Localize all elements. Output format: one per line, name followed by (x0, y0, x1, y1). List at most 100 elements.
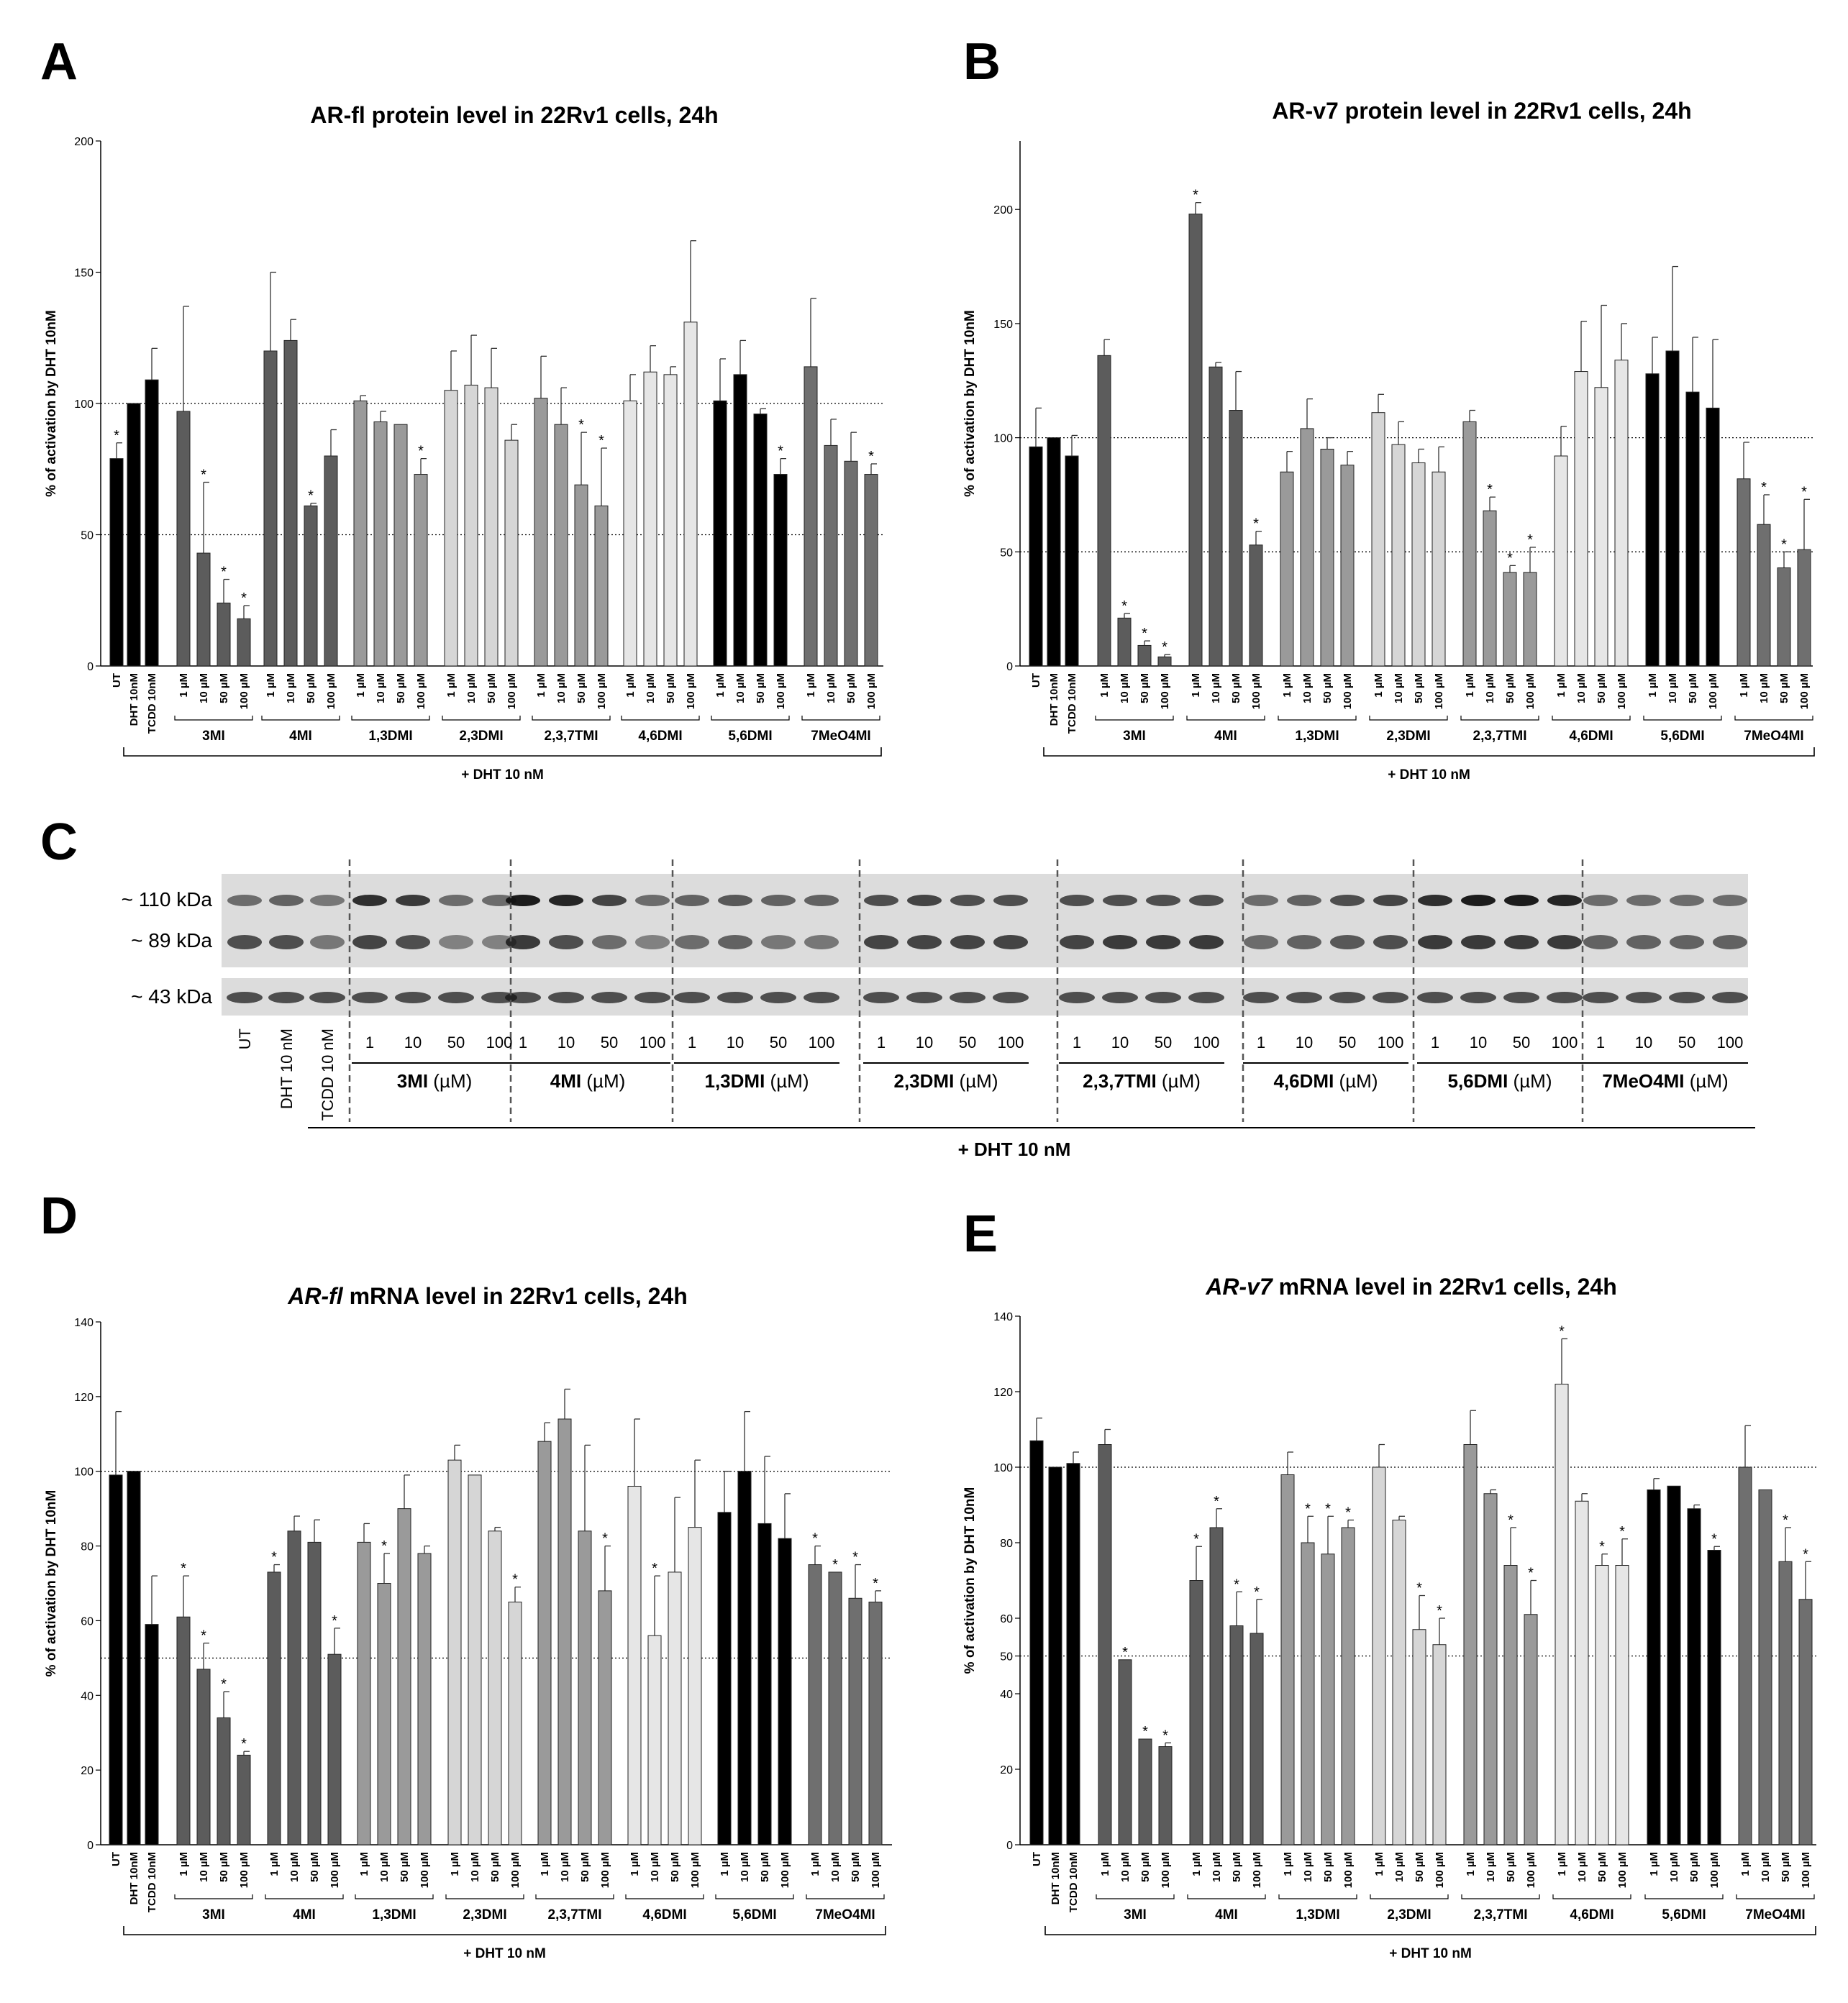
bar-4,6DMI (663, 374, 678, 667)
bar-4,6DMI (627, 1485, 642, 1845)
x-category-label: 10 µM (1760, 1852, 1772, 1882)
x-category-label: 50 µM (665, 673, 677, 703)
x-category-label: 50 µM (1596, 673, 1608, 703)
x-category-label: 1 µM (629, 1852, 641, 1876)
significance-star: * (578, 417, 584, 433)
significance-star: * (512, 1572, 518, 1588)
band-110kda (1583, 895, 1618, 906)
bar-7MeO4MI (864, 474, 878, 667)
group-label: 2,3,7TMI (1473, 729, 1527, 744)
band-89kda (993, 935, 1028, 949)
x-category-label: 1 µM (358, 1852, 370, 1876)
significance-star: * (1121, 598, 1127, 614)
band-43kda (1243, 992, 1279, 1003)
bar-control (1065, 455, 1079, 667)
band-110kda (439, 895, 473, 906)
bar-3MI (1117, 617, 1132, 667)
band-89kda (1287, 935, 1321, 949)
y-tick-label: 50 (1000, 1651, 1013, 1664)
dht-bracket-label: + DHT 10 nM (463, 1946, 546, 1961)
bar-4MI (307, 1541, 322, 1845)
band-89kda (718, 935, 752, 949)
y-tick-label: 140 (993, 1311, 1013, 1323)
x-category-label: UT (1030, 673, 1042, 688)
x-category-label: 100 µM (1160, 1852, 1172, 1888)
group-label: 5,6DMI (1662, 1907, 1706, 1922)
bar-5,6DMI (1685, 391, 1700, 667)
band-43kda (227, 992, 263, 1003)
bar-2,3DMI (464, 384, 478, 667)
bar-1,3DMI (417, 1553, 432, 1845)
compound-name: 7MeO4MI (1602, 1070, 1684, 1092)
x-category-label: 50 µM (218, 673, 230, 703)
band-43kda (309, 992, 345, 1003)
unit: (µM) (1157, 1070, 1201, 1092)
band-110kda (1670, 895, 1704, 906)
y-tick-label: 120 (993, 1387, 1013, 1399)
significance-star: * (418, 444, 424, 460)
bar-7MeO4MI (868, 1601, 883, 1845)
dose-label: 50 (447, 1034, 465, 1051)
group-bracket (1095, 716, 1174, 721)
band-110kda (310, 895, 345, 906)
x-category-label: 1 µM (1282, 1852, 1294, 1876)
bar-2,3,7TMI (554, 424, 568, 667)
band-110kda (227, 895, 262, 906)
band-89kda (482, 935, 516, 949)
x-category-label: 10 µM (1668, 1852, 1680, 1882)
x-category-label: 10 µM (1576, 1852, 1588, 1882)
chart-title: AR-fl protein level in 22Rv1 cells, 24h (310, 102, 718, 128)
bar-7MeO4MI (1757, 524, 1771, 667)
bar-4,6DMI (688, 1527, 702, 1845)
band-89kda (804, 935, 839, 949)
bar-7MeO4MI (1777, 567, 1791, 667)
bar-4MI (1229, 1625, 1244, 1845)
x-category-label: 10 µM (1211, 1852, 1223, 1882)
x-category-label: 50 µM (1780, 1852, 1792, 1882)
bar-4,6DMI (647, 1635, 662, 1845)
significance-star: * (1803, 1546, 1808, 1562)
x-category-label: UT (111, 673, 123, 688)
bar-control (127, 1471, 141, 1845)
y-tick-label: 140 (74, 1317, 94, 1329)
x-category-label: 10 µM (469, 1852, 481, 1882)
x-category-label: TCDD 10nM (146, 673, 158, 734)
significance-star: * (332, 1613, 337, 1629)
band-43kda (634, 992, 670, 1003)
x-category-label: 10 µM (1484, 673, 1496, 703)
chart-panel-A: A AR-fl protein level in 22Rv1 cells, 24h… (40, 33, 883, 783)
group-bracket (261, 716, 340, 721)
x-category-label: 100 µM (1800, 1852, 1812, 1888)
bar-5,6DMI (1667, 1485, 1681, 1845)
bar-5,6DMI (757, 1523, 772, 1845)
significance-star: * (381, 1538, 387, 1554)
chart-title: AR-fl mRNA level in 22Rv1 cells, 24h (287, 1283, 687, 1309)
band-110kda (482, 895, 516, 906)
y-tick-label: 50 (1000, 547, 1013, 559)
x-category-label: 50 µM (1688, 1852, 1701, 1882)
x-category-label: 1 µM (1099, 1852, 1111, 1876)
band-89kda (635, 935, 670, 949)
group-bracket (1644, 1894, 1724, 1899)
band-110kda (718, 895, 752, 906)
band-110kda (1418, 895, 1452, 906)
band-89kda (1373, 935, 1408, 949)
band-43kda (717, 992, 753, 1003)
bar-3MI (196, 1669, 211, 1845)
group-bracket (355, 1894, 434, 1899)
band-89kda (1461, 935, 1496, 949)
bar-control (1029, 1440, 1044, 1845)
band-43kda (993, 992, 1029, 1003)
x-category-label: 100 µM (775, 673, 787, 709)
group-label: 4,6DMI (642, 1907, 686, 1922)
bar-7MeO4MI (1738, 1466, 1752, 1845)
group-label: 1,3DMI (368, 729, 412, 744)
significance-star: * (1761, 480, 1767, 496)
band-89kda (1244, 935, 1278, 949)
dose-label: 1 (688, 1034, 696, 1051)
group-label: 4MI (µM) (550, 1070, 626, 1092)
group-label: 7MeO4MI (1745, 1907, 1805, 1922)
band-110kda (1189, 895, 1224, 906)
x-category-label: 100 µM (1798, 673, 1811, 709)
bar-3MI (1118, 1659, 1132, 1845)
